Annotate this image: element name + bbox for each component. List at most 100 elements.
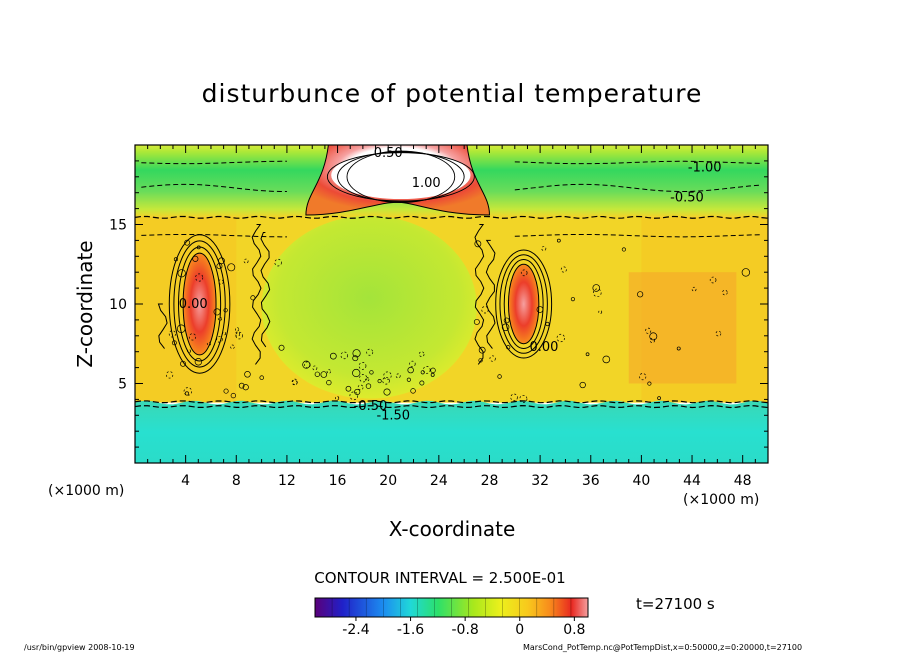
contour-field: 0.501.00-1.00-0.500.000.00-0.50-1.50 <box>135 145 768 463</box>
noise-contour <box>545 321 550 327</box>
x-tick-label: 32 <box>531 473 549 489</box>
dashed-contour <box>141 183 287 192</box>
noise-contour <box>235 327 240 332</box>
noise-contour <box>340 351 349 360</box>
plume-contour <box>485 239 496 349</box>
noise-contour <box>722 289 728 296</box>
dashed-contour <box>514 233 762 238</box>
interface-contour <box>135 215 768 219</box>
dashed-contour <box>141 233 287 238</box>
noise-contour <box>715 330 722 337</box>
x-unit-left: (×1000 m) <box>48 483 124 499</box>
noise-contour <box>223 308 228 313</box>
cell-contour <box>182 252 217 356</box>
noise-contour <box>621 247 626 252</box>
noise-contour <box>242 384 249 391</box>
noise-contour <box>194 358 203 366</box>
noise-contour <box>506 345 511 350</box>
noise-contour <box>478 358 483 363</box>
contour-label: -1.00 <box>688 160 722 175</box>
noise-contour <box>474 240 482 248</box>
noise-contour <box>173 257 178 262</box>
left-cell <box>183 253 217 355</box>
dashed-contour <box>141 160 287 165</box>
x-tick-label: 4 <box>181 473 190 489</box>
contour-label: -0.50 <box>670 190 704 205</box>
x-axis: 4 8 12 16 20 24 28 32 36 40 44 48 <box>147 145 756 489</box>
x-tick-label: 40 <box>632 473 650 489</box>
noise-contour <box>383 371 392 380</box>
noise-contour <box>489 355 496 362</box>
noise-contour <box>213 308 221 316</box>
noise-contour <box>592 284 601 292</box>
noise-contour <box>345 385 352 392</box>
noise-contour <box>395 373 401 379</box>
cell-contour <box>495 249 553 359</box>
noise-contour <box>195 273 204 282</box>
noise-contour <box>422 366 431 374</box>
noise-contour <box>230 392 237 399</box>
noise-contour <box>503 317 510 324</box>
noise-contour <box>365 383 372 389</box>
noise-contour <box>184 391 189 396</box>
noise-contour <box>598 310 603 314</box>
noise-contour <box>235 331 243 340</box>
noise-contour <box>250 295 256 301</box>
x-tick-label: 48 <box>734 473 752 489</box>
noise-contour <box>291 379 298 386</box>
noise-contour <box>407 366 414 374</box>
lower-layer <box>135 400 768 463</box>
x-tick-label: 8 <box>232 473 241 489</box>
noise-contour <box>177 269 186 278</box>
noise-contour <box>234 331 241 337</box>
noise-contour <box>358 362 367 370</box>
x-tick-label: 20 <box>379 473 397 489</box>
noise-contour <box>519 394 528 403</box>
cell-contour <box>173 240 226 368</box>
noise-contour <box>320 371 328 378</box>
noise-contour <box>639 373 647 381</box>
noise-contour <box>602 355 611 364</box>
colorbar-tick-label: -2.4 <box>342 622 369 638</box>
cell-contour <box>177 246 222 362</box>
noise-contour <box>510 393 518 402</box>
noise-contour <box>218 257 225 265</box>
x-axis-label: X-coordinate <box>389 517 516 541</box>
x-tick-label: 16 <box>329 473 347 489</box>
noise-contour <box>369 370 374 375</box>
noise-contour <box>352 355 359 362</box>
noise-contour <box>302 360 311 369</box>
noise-contour <box>556 333 565 343</box>
contour-label: 0.00 <box>529 340 558 355</box>
plume-contour <box>251 224 262 365</box>
cap-contour <box>346 150 456 203</box>
noise-contour <box>536 306 544 313</box>
noise-contour <box>473 318 480 325</box>
noise-contour <box>244 371 251 378</box>
contour-label: 1.00 <box>412 176 441 191</box>
noise-contour <box>227 263 236 272</box>
noise-contour <box>171 340 177 346</box>
y-tick-label: 15 <box>109 218 127 234</box>
right-cell <box>508 264 539 344</box>
noise-contour <box>579 381 586 389</box>
plume-contour <box>157 303 168 349</box>
noise-contour <box>420 370 425 375</box>
noise-contour <box>196 245 201 250</box>
noise-contour <box>312 365 318 371</box>
x-tick-label: 12 <box>278 473 296 489</box>
noise-contour <box>377 379 382 384</box>
noise-contour <box>357 384 364 391</box>
contour-label: -0.50 <box>354 399 388 414</box>
y-axis: 5 10 15 <box>109 160 768 448</box>
noise-contour <box>637 291 644 298</box>
noise-contour <box>366 348 374 356</box>
cap-core <box>331 151 471 200</box>
plume-contour <box>260 231 271 348</box>
noise-contour <box>354 388 361 395</box>
x-tick-label: 44 <box>683 473 701 489</box>
noise-contour <box>501 323 510 332</box>
dashed-contour <box>514 160 762 165</box>
noise-contour <box>419 380 425 386</box>
plume-contour <box>474 224 485 365</box>
